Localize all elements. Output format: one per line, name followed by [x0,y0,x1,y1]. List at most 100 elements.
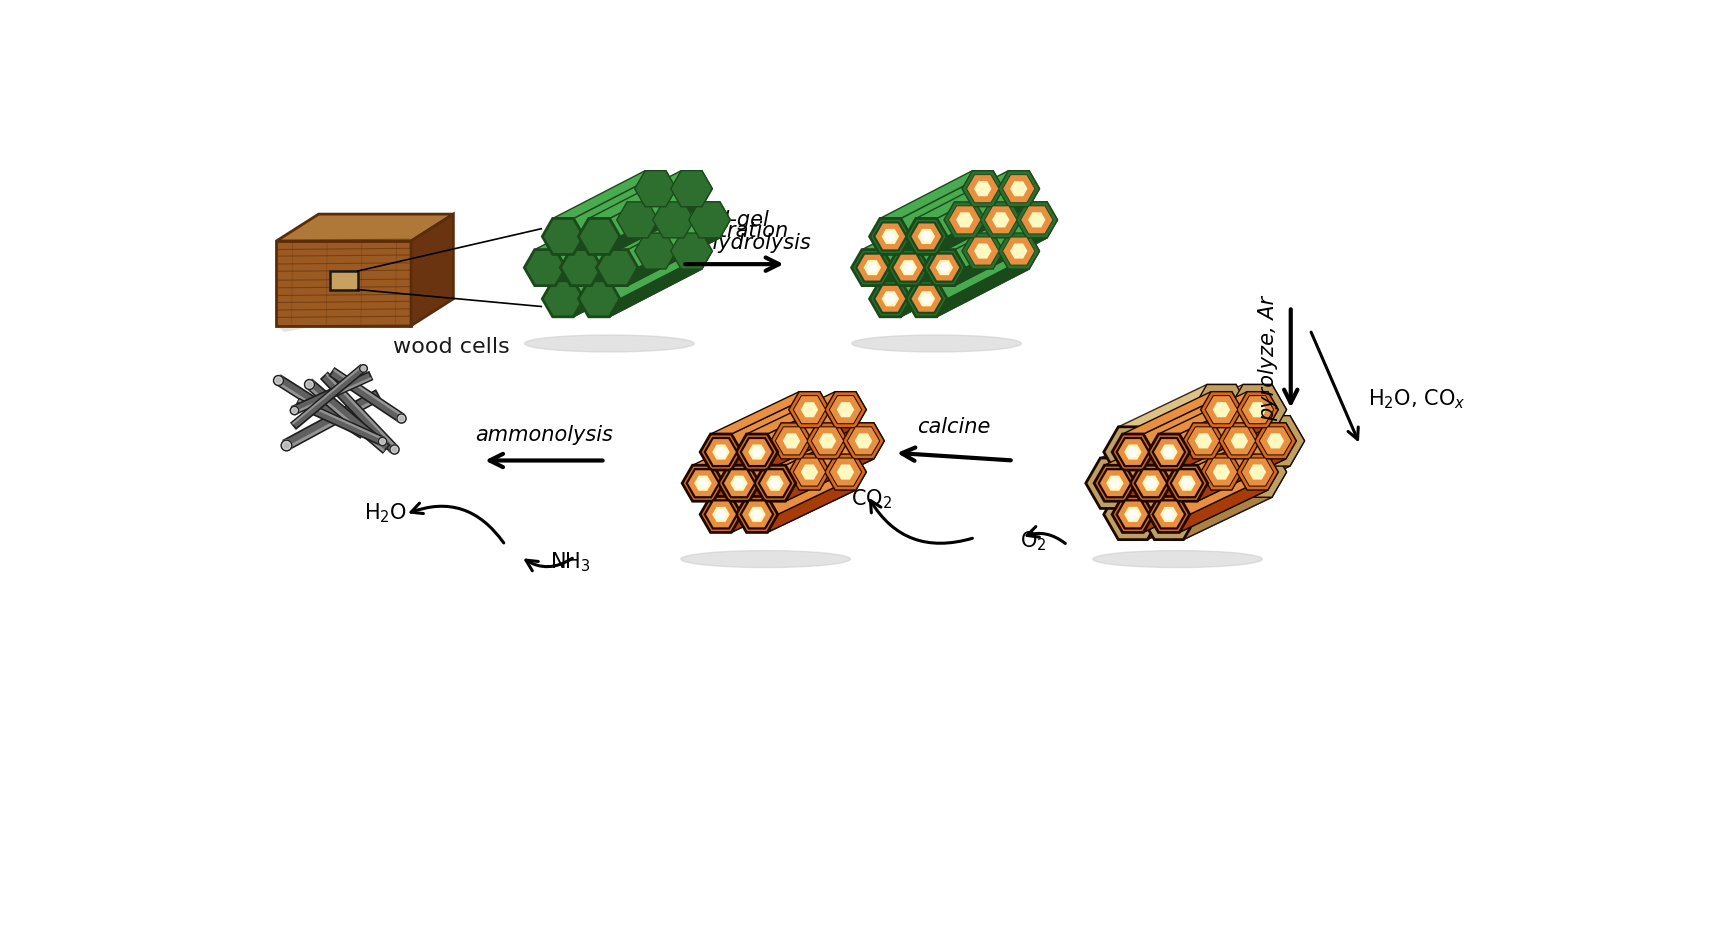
Polygon shape [811,427,844,455]
Polygon shape [906,218,947,255]
Polygon shape [754,512,759,517]
Polygon shape [1127,509,1139,520]
Polygon shape [1158,428,1267,470]
Polygon shape [768,409,866,470]
Polygon shape [731,409,830,470]
Polygon shape [1103,427,1162,477]
Polygon shape [737,434,778,470]
Polygon shape [693,459,802,502]
Polygon shape [635,233,676,269]
Polygon shape [980,201,1022,238]
Polygon shape [1195,433,1212,448]
Polygon shape [728,423,839,466]
Polygon shape [937,189,1039,255]
Text: H$_2$O, CO$_x$: H$_2$O, CO$_x$ [1368,387,1464,410]
Polygon shape [885,232,896,241]
Polygon shape [683,466,724,502]
Polygon shape [306,385,386,452]
Polygon shape [1010,181,1027,197]
Polygon shape [1181,478,1193,488]
Polygon shape [749,423,849,484]
Polygon shape [842,423,884,459]
Polygon shape [1098,469,1131,497]
Polygon shape [695,476,712,491]
Polygon shape [728,459,839,502]
Polygon shape [555,219,659,286]
Polygon shape [1176,423,1286,466]
Polygon shape [543,218,584,255]
Polygon shape [571,201,685,250]
Polygon shape [1126,423,1224,484]
Polygon shape [1148,409,1250,477]
Polygon shape [686,469,719,497]
Polygon shape [1179,391,1278,452]
Polygon shape [887,234,894,239]
Polygon shape [788,454,830,490]
Polygon shape [1228,385,1286,435]
Polygon shape [588,233,702,281]
Polygon shape [918,201,1022,268]
Polygon shape [1119,497,1236,540]
Polygon shape [747,391,856,434]
Polygon shape [275,375,365,438]
Polygon shape [671,171,712,207]
Polygon shape [769,478,782,488]
Polygon shape [1255,423,1297,459]
Polygon shape [1143,409,1241,470]
Polygon shape [937,251,1039,316]
Polygon shape [1165,416,1269,484]
Polygon shape [334,369,403,417]
Polygon shape [610,251,712,316]
Polygon shape [754,466,795,502]
Polygon shape [1210,416,1269,466]
Polygon shape [1160,507,1177,522]
Polygon shape [998,171,1039,207]
Polygon shape [543,281,584,316]
Polygon shape [825,391,866,428]
Polygon shape [700,434,742,470]
Polygon shape [693,423,802,466]
Polygon shape [1183,472,1286,540]
Polygon shape [711,428,820,470]
Polygon shape [788,391,830,428]
Polygon shape [577,281,621,316]
Polygon shape [852,250,894,286]
Polygon shape [588,207,702,255]
Text: ammonolysis: ammonolysis [475,425,612,446]
Polygon shape [1141,459,1250,502]
Polygon shape [610,233,712,299]
Polygon shape [1200,391,1241,428]
Polygon shape [325,373,396,448]
Polygon shape [992,212,1010,227]
Polygon shape [1148,472,1250,540]
Ellipse shape [1093,551,1262,567]
Polygon shape [961,171,1003,207]
Polygon shape [897,201,1011,250]
Polygon shape [1136,466,1254,508]
Polygon shape [711,454,820,497]
Polygon shape [617,201,659,238]
Polygon shape [785,441,884,502]
Polygon shape [705,438,737,466]
Polygon shape [783,433,801,448]
Polygon shape [1134,469,1167,497]
Polygon shape [884,219,986,286]
Polygon shape [1131,466,1172,502]
Polygon shape [1193,385,1250,435]
Polygon shape [571,238,685,286]
Polygon shape [1241,458,1274,486]
Polygon shape [820,433,837,448]
Polygon shape [901,251,1003,316]
Polygon shape [916,207,1029,255]
Polygon shape [1165,466,1207,502]
Polygon shape [887,296,894,301]
Polygon shape [711,490,820,532]
Polygon shape [1086,458,1145,508]
Ellipse shape [524,335,693,352]
Polygon shape [1177,476,1196,491]
Polygon shape [1148,446,1250,514]
Polygon shape [909,222,942,251]
Polygon shape [1158,458,1215,508]
Polygon shape [935,260,953,276]
Polygon shape [750,509,762,520]
